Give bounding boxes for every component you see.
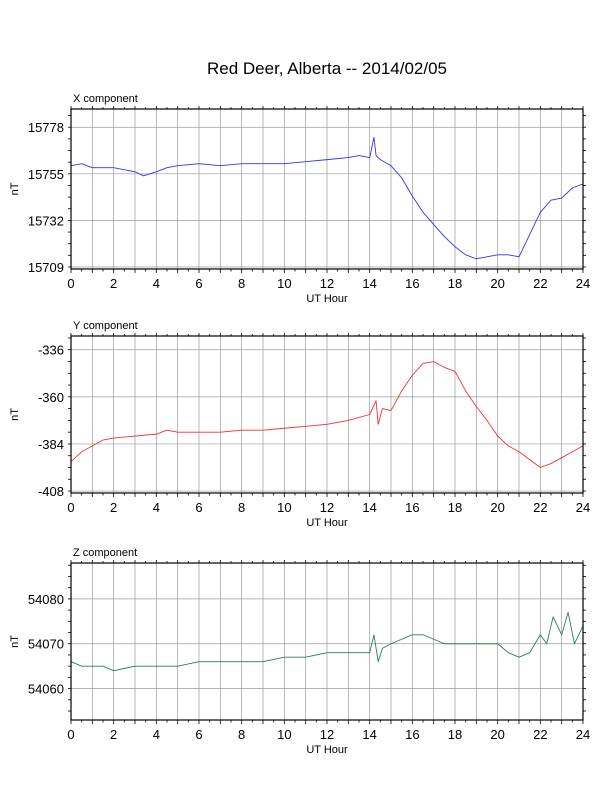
x-tick-label: 0 [67, 500, 74, 515]
x-tick-label: 24 [576, 500, 590, 515]
x-tick-label: 24 [576, 276, 590, 291]
figure-title: Red Deer, Alberta -- 2014/02/05 [207, 59, 447, 78]
x-tick-label: 24 [576, 727, 590, 742]
x-tick-label: 16 [405, 727, 419, 742]
x-axis-label: UT Hour [306, 293, 348, 305]
x-tick-label: 6 [195, 276, 202, 291]
x-tick-label: 14 [362, 500, 376, 515]
x-tick-label: 8 [238, 727, 245, 742]
x-tick-label: 22 [533, 276, 547, 291]
x-tick-label: 16 [405, 500, 419, 515]
x-tick-label: 20 [490, 500, 504, 515]
x-component-series-line [70, 136, 584, 260]
y-tick-label: 15709 [28, 260, 64, 275]
x-tick-label: 6 [195, 500, 202, 515]
y-axis-label: nT [9, 635, 21, 648]
y-tick-label: 54070 [28, 637, 64, 652]
x-tick-label: 0 [67, 276, 74, 291]
x-tick-label: 12 [320, 276, 334, 291]
x-tick-label: 4 [153, 276, 160, 291]
x-tick-label: 18 [448, 727, 462, 742]
y-axis-label: nT [9, 408, 21, 421]
y-tick-label: 15732 [28, 213, 64, 228]
y-tick-label: -336 [38, 343, 64, 358]
x-tick-label: 22 [533, 727, 547, 742]
x-tick-label: 0 [67, 727, 74, 742]
x-tick-label: 2 [110, 727, 117, 742]
x-axis-label: UT Hour [306, 744, 348, 756]
x-tick-label: 12 [320, 727, 334, 742]
x-tick-label: 4 [153, 500, 160, 515]
y-tick-label: -408 [38, 484, 64, 499]
y-axis-label: nT [9, 182, 21, 195]
x-tick-label: 14 [362, 727, 376, 742]
y-tick-label: 54060 [28, 682, 64, 697]
y-tick-label: 15755 [28, 167, 64, 182]
panel-x-component: 0 2 4 6 8 10 12 14 16 18 20 22 241570915732157551577… [9, 93, 590, 305]
y-tick-label: 54080 [28, 592, 64, 607]
x-tick-label: 16 [405, 276, 419, 291]
x-tick-label: 18 [448, 500, 462, 515]
x-tick-label: 2 [110, 276, 117, 291]
x-tick-label: 4 [153, 727, 160, 742]
x-tick-label: 10 [277, 500, 291, 515]
panel-title: X component [73, 93, 138, 105]
x-tick-label: 22 [533, 500, 547, 515]
x-tick-label: 14 [362, 276, 376, 291]
y-component-series-line [70, 361, 584, 468]
x-tick-label: 20 [490, 727, 504, 742]
y-tick-label: -360 [38, 390, 64, 405]
x-tick-label: 6 [195, 727, 202, 742]
panel-title: Z component [73, 547, 137, 559]
x-tick-label: 8 [238, 500, 245, 515]
x-tick-label: 18 [448, 276, 462, 291]
y-tick-label: 15778 [28, 120, 64, 135]
x-tick-label: 10 [277, 727, 291, 742]
x-tick-label: 2 [110, 500, 117, 515]
z-component-series-line [70, 611, 584, 672]
x-tick-label: 20 [490, 276, 504, 291]
panel-title: Y component [73, 320, 138, 332]
y-tick-label: -384 [38, 437, 64, 452]
x-axis-label: UT Hour [306, 517, 348, 529]
x-tick-label: 10 [277, 276, 291, 291]
x-tick-label: 8 [238, 276, 245, 291]
x-tick-label: 12 [320, 500, 334, 515]
